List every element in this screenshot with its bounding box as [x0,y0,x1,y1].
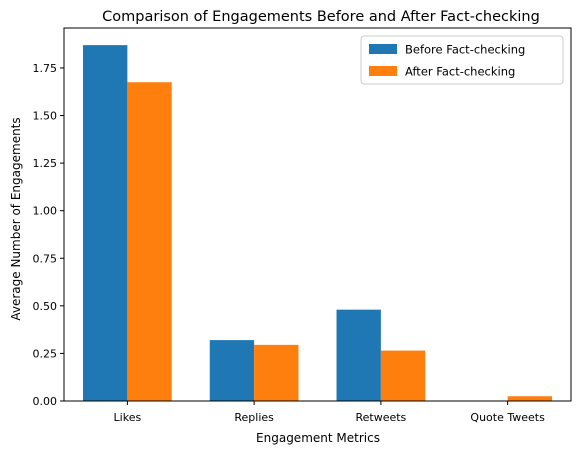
legend: Before Fact-checking After Fact-checking [360,35,564,85]
legend-swatch-1 [369,66,397,76]
y-axis-label: Average Number of Engagements [9,117,23,320]
y-tick-label-2: 0.50 [33,300,58,313]
y-tick-label-1: 0.25 [33,347,58,360]
bar-after-3 [507,396,552,401]
bar-before-0 [83,45,128,401]
y-tick-label-4: 1.00 [33,205,58,218]
legend-box [360,35,564,85]
y-tick-label-5: 1.25 [33,157,58,170]
x-axis-ticks: Likes Replies Retweets Quote Tweets [114,401,545,424]
x-tick-label-3: Quote Tweets [470,411,545,424]
x-tick-label-0: Likes [114,411,142,424]
x-tick-label-1: Replies [234,411,274,424]
x-tick-label-2: Retweets [355,411,406,424]
plot-frame [63,27,572,402]
bar-before-1 [209,340,255,401]
chart-title: Comparison of Engagements Before and Aft… [102,9,540,25]
y-tick-label-0: 0.00 [33,395,58,408]
legend-swatch-0 [369,44,397,54]
x-axis-label: Engagement Metrics [256,431,380,445]
y-axis-ticks: 0.00 0.25 0.50 0.75 1.00 1.25 1.50 1.75 [33,62,64,408]
legend-label-0: Before Fact-checking [405,43,525,57]
y-tick-label-6: 1.50 [33,110,58,123]
legend-label-1: After Fact-checking [405,65,515,79]
y-tick-label-3: 0.75 [33,252,58,265]
bar-after-1 [254,344,299,401]
bar-after-0 [127,82,172,401]
y-tick-label-7: 1.75 [33,62,58,75]
bars-layer [83,45,552,401]
bar-before-2 [336,309,381,401]
bar-after-2 [380,350,426,401]
